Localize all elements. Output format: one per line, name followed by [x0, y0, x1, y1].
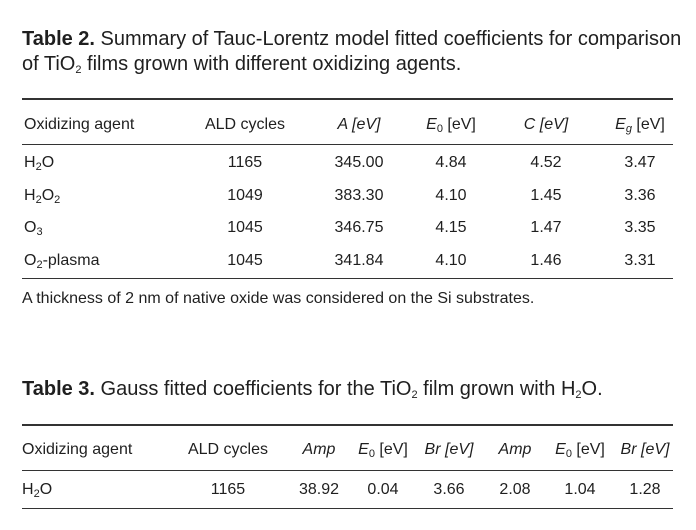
table3-header-amp1: Amp — [302, 441, 336, 458]
table3-label: Table 3. — [22, 378, 95, 400]
table2-cell-agent: O3 — [24, 219, 43, 238]
table2-caption-sub: 2 — [75, 64, 82, 76]
table2-footnote: A thickness of 2 nm of native oxide was … — [22, 290, 535, 307]
table2-cell-cycles: 1045 — [227, 252, 263, 269]
table2-cell-eg: 3.36 — [624, 187, 656, 204]
table2-label: Table 2. — [22, 28, 95, 50]
table3-cell-amp1: 38.92 — [298, 481, 340, 498]
table3-header-e01: E0 [eV] — [358, 441, 408, 460]
table3-cell-e01: 0.04 — [367, 481, 399, 498]
table2-cell-e0: 4.15 — [435, 219, 467, 236]
table2-header-agent: Oxidizing agent — [24, 116, 135, 133]
table2-cell-a: 346.75 — [334, 219, 384, 236]
table3-header-br2: Br [eV] — [620, 441, 670, 458]
table2-cell-c: 4.52 — [530, 154, 562, 171]
table2-header-cycles: ALD cycles — [204, 116, 286, 133]
table2-cell-a: 383.30 — [334, 187, 384, 204]
table2-header-rule — [22, 144, 673, 145]
table3-cell-br1: 3.66 — [433, 481, 465, 498]
table2-bottom-rule — [22, 278, 673, 279]
table2-cell-cycles: 1045 — [227, 219, 263, 236]
table2-cell-e0: 4.10 — [435, 252, 467, 269]
table2-cell-agent: O2-plasma — [24, 252, 100, 271]
table2-header-c: C [eV] — [523, 116, 569, 133]
table2-cell-agent: H2O2 — [24, 187, 61, 206]
table2-cell-c: 1.45 — [530, 187, 562, 204]
table2-cell-a: 341.84 — [334, 252, 384, 269]
table3-top-rule — [22, 424, 673, 426]
table3-bottom-rule — [22, 508, 673, 509]
table3-caption: Table 3. Gauss fitted coefficients for t… — [22, 378, 603, 401]
table2-cell-agent: H2O — [24, 154, 55, 173]
table2-cell-eg: 3.47 — [624, 154, 656, 171]
table3-header-rule — [22, 470, 673, 471]
table3-cell-agent: H2O — [22, 481, 53, 500]
table2-caption: Table 2. Summary of Tauc-Lorentz model f… — [22, 27, 682, 77]
table2-header-eg: Eg [eV] — [615, 116, 665, 135]
table3-header-br1: Br [eV] — [424, 441, 474, 458]
table2-cell-c: 1.46 — [530, 252, 562, 269]
table2-cell-e0: 4.84 — [435, 154, 467, 171]
table2-cell-cycles: 1049 — [227, 187, 263, 204]
table2-top-rule — [22, 98, 673, 100]
table2-cell-cycles: 1165 — [227, 154, 263, 171]
table3-cell-br2: 1.28 — [629, 481, 661, 498]
table2-caption-line2-end: films grown with different oxidizing age… — [81, 53, 462, 75]
table2-cell-e0: 4.10 — [435, 187, 467, 204]
table3-header-cycles: ALD cycles — [187, 441, 269, 458]
table2-caption-line1: Summary of Tauc-Lorentz model fitted coe… — [95, 28, 682, 50]
table3-header-agent: Oxidizing agent — [22, 441, 133, 458]
table3-header-e02: E0 [eV] — [555, 441, 605, 460]
table3-cell-cycles: 1165 — [210, 481, 246, 498]
table2-cell-eg: 3.35 — [624, 219, 656, 236]
table3-cell-e02: 1.04 — [564, 481, 596, 498]
table2-cell-eg: 3.31 — [624, 252, 656, 269]
table2-cell-c: 1.47 — [530, 219, 562, 236]
table2-header-a: A [eV] — [337, 116, 381, 133]
table3-cell-amp2: 2.08 — [499, 481, 531, 498]
table3-header-amp2: Amp — [498, 441, 532, 458]
table2-caption-line2: of TiO — [22, 53, 76, 75]
table2-cell-a: 345.00 — [334, 154, 384, 171]
table2-header-e0: E0 [eV] — [426, 116, 476, 135]
